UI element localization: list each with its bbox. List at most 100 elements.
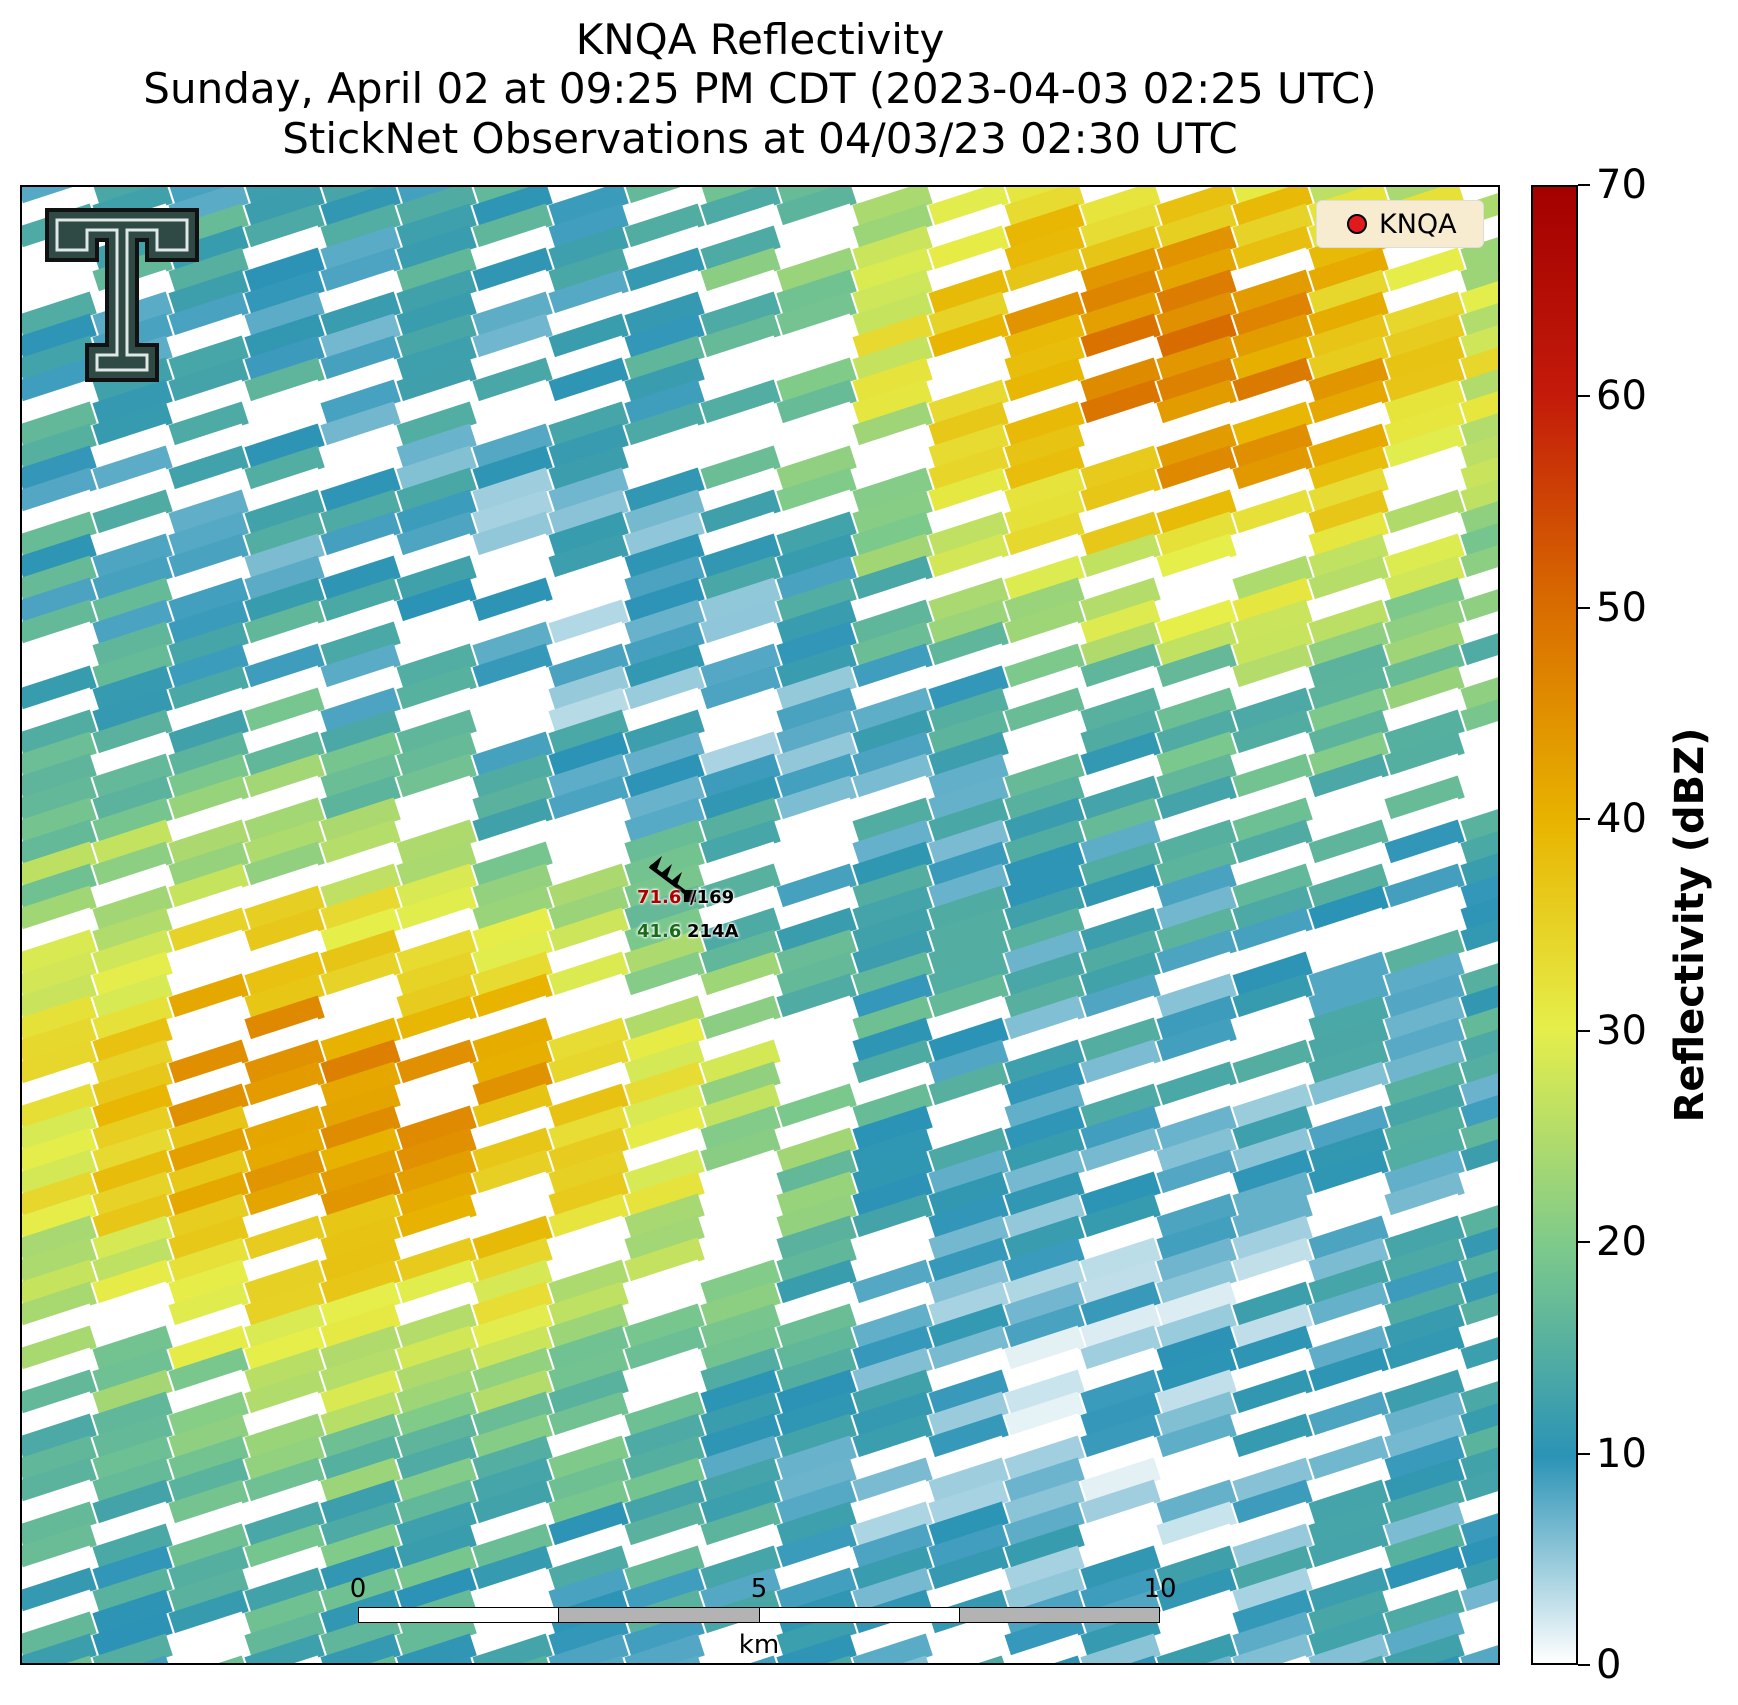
reflectivity-gate <box>472 357 553 404</box>
reflectivity-gate <box>396 797 477 844</box>
reflectivity-gate <box>700 1633 781 1663</box>
reflectivity-gate <box>1004 819 1085 866</box>
reflectivity-gate <box>1156 643 1237 690</box>
reflectivity-gate <box>1080 731 1161 778</box>
reflectivity-gate <box>244 621 325 668</box>
reflectivity-gate <box>776 269 857 316</box>
reflectivity-gate <box>1080 841 1161 888</box>
reflectivity-gate <box>1080 599 1161 646</box>
reflectivity-gate <box>1308 1479 1389 1526</box>
reflectivity-gate <box>1308 1633 1389 1663</box>
reflectivity-gate <box>852 753 933 800</box>
reflectivity-gate <box>1308 269 1389 316</box>
reflectivity-gate <box>776 819 857 866</box>
reflectivity-gate <box>22 731 97 778</box>
reflectivity-gate <box>928 819 1009 866</box>
reflectivity-gate <box>168 577 249 624</box>
colorbar-tick <box>1578 395 1590 398</box>
reflectivity-gate <box>1004 1171 1085 1218</box>
reflectivity-gate <box>1460 467 1498 514</box>
reflectivity-gate <box>1460 885 1498 932</box>
reflectivity-gate <box>1308 1567 1389 1614</box>
reflectivity-gate <box>928 269 1009 316</box>
reflectivity-gate <box>92 489 173 536</box>
reflectivity-gate <box>1156 1391 1237 1438</box>
reflectivity-gate <box>22 665 97 712</box>
reflectivity-gate <box>168 335 249 382</box>
reflectivity-gate <box>1384 1369 1465 1416</box>
reflectivity-gate <box>1308 1523 1389 1570</box>
reflectivity-gate <box>396 555 477 602</box>
reflectivity-gate <box>1460 1523 1498 1570</box>
reflectivity-gate <box>548 1369 629 1416</box>
reflectivity-gate <box>1080 973 1161 1020</box>
reflectivity-gate <box>776 511 857 558</box>
reflectivity-gate <box>928 841 1009 888</box>
reflectivity-gate <box>548 1479 629 1526</box>
reflectivity-gate <box>320 1259 401 1306</box>
reflectivity-gate <box>168 1523 249 1570</box>
reflectivity-gate <box>1308 1611 1389 1658</box>
obs-station-id: 214A <box>687 921 739 942</box>
reflectivity-gate <box>1232 423 1313 470</box>
reflectivity-gate <box>1384 1171 1465 1218</box>
reflectivity-gate <box>168 1567 249 1614</box>
reflectivity-gate <box>320 379 401 426</box>
reflectivity-gate <box>244 1039 325 1086</box>
reflectivity-gate <box>852 555 933 602</box>
reflectivity-gate <box>1384 1237 1465 1284</box>
reflectivity-gate <box>396 1017 477 1064</box>
reflectivity-gate <box>472 1149 553 1196</box>
reflectivity-gate <box>1384 313 1465 360</box>
reflectivity-gate <box>928 1545 1009 1592</box>
reflectivity-gate <box>168 1391 249 1438</box>
reflectivity-gate <box>1308 1347 1389 1394</box>
reflectivity-gate <box>852 423 933 470</box>
reflectivity-gate <box>1384 1347 1465 1394</box>
reflectivity-gate <box>700 291 781 338</box>
reflectivity-gate <box>1080 819 1161 866</box>
reflectivity-gate <box>472 973 553 1020</box>
reflectivity-gate <box>396 1259 477 1306</box>
reflectivity-gate <box>928 1369 1009 1416</box>
reflectivity-gate <box>624 1413 705 1460</box>
reflectivity-gate <box>1232 621 1313 668</box>
reflectivity-gate <box>244 1215 325 1262</box>
reflectivity-gate <box>244 1611 325 1658</box>
reflectivity-gate <box>92 1633 173 1663</box>
reflectivity-map[interactable]: 71.6 /169 41.6 214A <box>20 185 1500 1665</box>
reflectivity-gate <box>1384 863 1465 910</box>
reflectivity-gate <box>624 863 705 910</box>
reflectivity-gate <box>22 1391 97 1438</box>
reflectivity-gate <box>244 1369 325 1416</box>
reflectivity-gate <box>548 995 629 1042</box>
reflectivity-gate <box>1156 1347 1237 1394</box>
reflectivity-gate <box>1004 995 1085 1042</box>
reflectivity-gate <box>1156 1193 1237 1240</box>
reflectivity-gate <box>700 423 781 470</box>
reflectivity-gate <box>22 1171 97 1218</box>
reflectivity-gate <box>1384 599 1465 646</box>
reflectivity-gate <box>700 247 781 294</box>
reflectivity-gate <box>396 357 477 404</box>
reflectivity-gate <box>320 247 401 294</box>
reflectivity-gate <box>928 1105 1009 1152</box>
reflectivity-gate <box>700 1303 781 1350</box>
reflectivity-gate <box>700 533 781 580</box>
reflectivity-gate <box>1156 1171 1237 1218</box>
reflectivity-gate <box>548 1303 629 1350</box>
reflectivity-gate <box>1308 533 1389 580</box>
reflectivity-gate <box>396 907 477 954</box>
reflectivity-gate <box>1308 1545 1389 1592</box>
reflectivity-gate <box>1080 1435 1161 1482</box>
reflectivity-gate <box>1460 687 1498 734</box>
reflectivity-gate <box>168 1479 249 1526</box>
reflectivity-gate <box>1232 1457 1313 1504</box>
reflectivity-gate <box>852 1347 933 1394</box>
reflectivity-gate <box>1232 313 1313 360</box>
reflectivity-gate <box>168 1611 249 1658</box>
reflectivity-gate <box>244 1589 325 1636</box>
reflectivity-gate <box>1004 1193 1085 1240</box>
reflectivity-gate <box>244 577 325 624</box>
reflectivity-gate <box>320 1435 401 1482</box>
